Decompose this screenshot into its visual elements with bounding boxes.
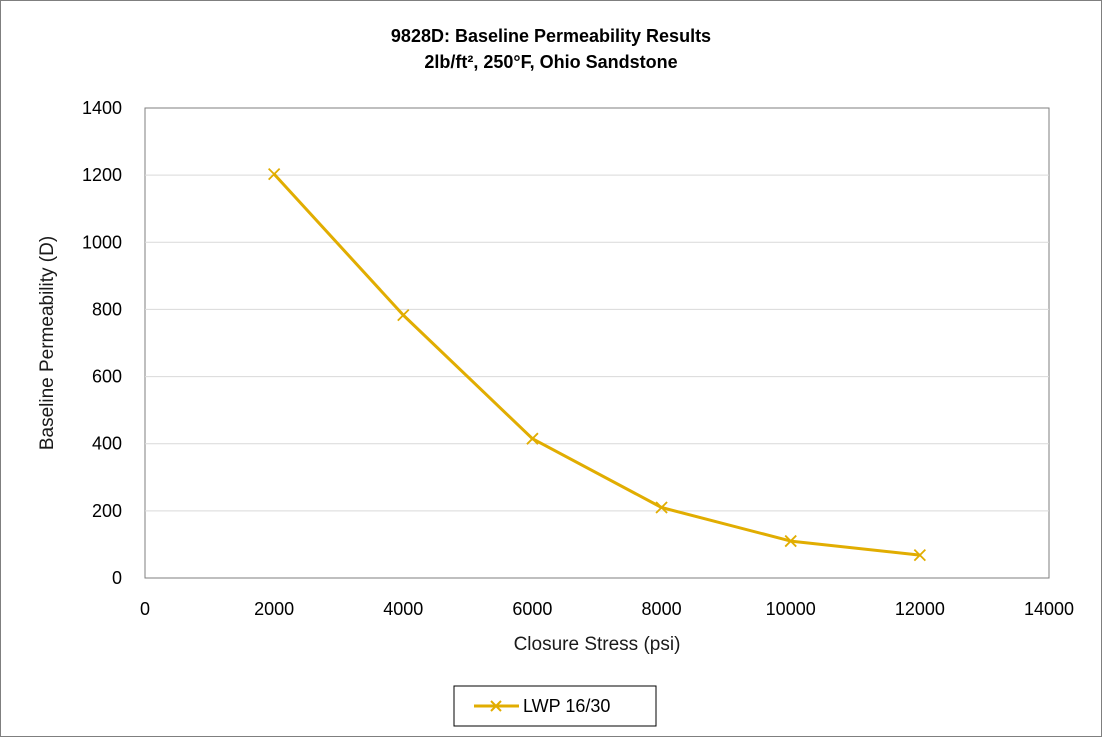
- x-tick-labels: 0 2000 4000 6000 8000 10000 12000 14000: [140, 599, 1074, 619]
- legend: LWP 16/30: [453, 685, 657, 727]
- chart-title: 9828D: Baseline Permeability Results: [391, 26, 711, 46]
- y-tick-label: 0: [112, 568, 122, 588]
- x-axis-title: Closure Stress (psi): [514, 634, 681, 655]
- x-tick-label: 4000: [383, 599, 423, 619]
- data-point-marker: [397, 308, 410, 322]
- y-tick-labels: 0 200 400 600 800 1000 1200 1400: [82, 98, 122, 588]
- x-tick-label: 14000: [1024, 599, 1074, 619]
- data-point-marker: [913, 549, 926, 562]
- legend-marker-icon: [490, 700, 502, 712]
- data-point-marker: [784, 534, 797, 548]
- data-point-marker: [268, 167, 281, 181]
- y-tick-label: 600: [92, 367, 122, 387]
- y-axis-title: Baseline Permeability (D): [37, 236, 58, 450]
- y-tick-label: 200: [92, 501, 122, 521]
- y-tick-label: 400: [92, 434, 122, 454]
- x-tick-label: 6000: [512, 599, 552, 619]
- x-tick-label: 8000: [642, 599, 682, 619]
- legend-label: LWP 16/30: [523, 696, 610, 716]
- x-tick-label: 2000: [254, 599, 294, 619]
- x-tick-label: 12000: [895, 599, 945, 619]
- y-tick-label: 1400: [82, 98, 122, 118]
- x-tick-label: 10000: [766, 599, 816, 619]
- series-line: [273, 173, 921, 557]
- plot-area: [144, 107, 1050, 579]
- y-tick-label: 1000: [82, 232, 122, 252]
- data-point-marker: [655, 501, 668, 514]
- series-group: [268, 167, 926, 562]
- y-tick-label: 800: [92, 299, 122, 319]
- data-point-marker: [526, 432, 539, 445]
- gridlines: [145, 174, 1049, 512]
- x-tick-label: 0: [140, 599, 150, 619]
- y-tick-label: 1200: [82, 165, 122, 185]
- chart-subtitle: 2lb/ft², 250°F, Ohio Sandstone: [424, 52, 677, 72]
